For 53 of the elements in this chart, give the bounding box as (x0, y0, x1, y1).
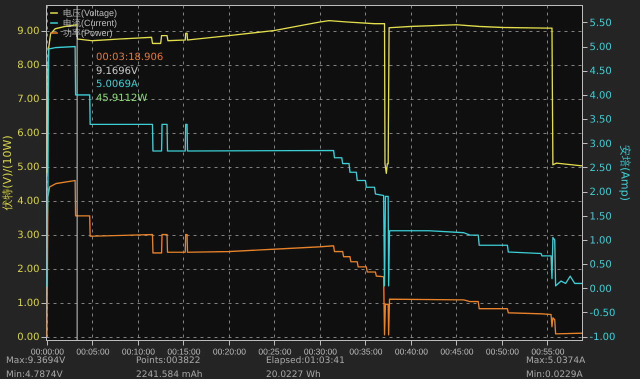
y2-tick-label: 3.00 (590, 138, 612, 150)
y2-tick-label: -0.50 (590, 308, 616, 319)
text: 2241.584 mAh (136, 370, 202, 379)
text: Elapsed:01:03:41 (266, 356, 345, 366)
x-tick-label: 00:35:00 (349, 346, 383, 356)
y2-tick-label: 4.50 (590, 66, 612, 78)
y-axis-title: 伏特(V)/(10W) (1, 135, 14, 211)
line-series (46, 46, 582, 288)
x-tick-label: 00:45:00 (440, 346, 474, 356)
y-tick-label: 2.00 (17, 264, 40, 276)
y2-tick-label: 4.00 (590, 90, 612, 102)
text: Max:9.3694V (6, 356, 66, 366)
annotation: 9.1696V (96, 66, 138, 77)
y-tick-label: 0.00 (17, 332, 40, 344)
text: 20.0227 Wh (266, 370, 321, 379)
y2-tick-label: -1.00 (590, 332, 616, 344)
y2-tick-label: 0.00 (590, 284, 612, 295)
annotation: 5.0069A (96, 79, 138, 90)
y-tick-label: 5.00 (17, 162, 40, 174)
x-tick-label: 00:15:00 (167, 346, 201, 356)
y2-tick-label: 5.00 (590, 42, 612, 54)
y2-tick-label: 0.50 (590, 260, 612, 271)
y2-tick-label: 3.50 (590, 114, 612, 126)
y2-tick-label: 1.00 (590, 235, 612, 246)
y-tick-label: 8.00 (17, 60, 40, 72)
x-tick-label: 00:30:00 (304, 346, 338, 356)
x-tick-label: 00:50:00 (486, 346, 520, 356)
y-tick-label: 6.00 (17, 128, 40, 140)
annotation: 45.9112W (96, 93, 148, 104)
y2-tick-label: 2.00 (590, 187, 612, 198)
y2-tick-label: 5.50 (590, 18, 612, 29)
x-tick-label: 00:00:00 (30, 346, 64, 356)
y2-tick-label: 1.50 (590, 211, 612, 222)
y-tick-label: 9.00 (17, 26, 40, 38)
y2-axis-title: 安培(Amp) (618, 145, 632, 201)
line-series (46, 180, 582, 338)
text: Max:5.0374A (526, 356, 586, 366)
x-tick-label: 00:25:00 (258, 346, 292, 356)
x-tick-label: 00:40:00 (394, 346, 428, 356)
y-tick-label: 4.00 (17, 196, 40, 208)
y-tick-label: 3.00 (17, 230, 40, 242)
y-tick-label: 7.00 (17, 94, 40, 106)
text: Min:4.7874V (6, 370, 64, 379)
text: Min:0.0229A (526, 370, 584, 379)
x-tick-label: 00:05:00 (76, 346, 110, 356)
annotation: 00:03:18.906 (96, 52, 164, 63)
y-tick-label: 1.00 (17, 298, 40, 310)
x-tick-label: 00:10:00 (122, 346, 156, 356)
text: Points:003822 (136, 356, 200, 366)
x-tick-label: 00:20:00 (212, 346, 246, 356)
y2-tick-label: 2.50 (590, 162, 612, 174)
x-tick-label: 00:55:00 (531, 346, 565, 356)
line-series (46, 20, 582, 174)
